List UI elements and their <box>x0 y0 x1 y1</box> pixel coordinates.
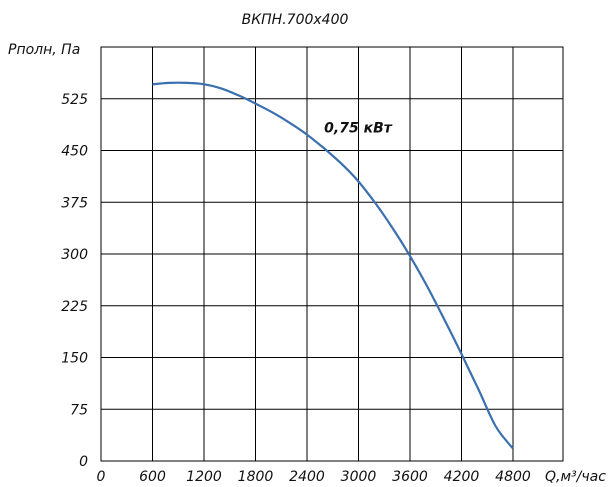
y-tick-label: 0 <box>79 454 88 470</box>
y-tick-label: 300 <box>61 247 88 263</box>
performance-curve <box>152 81 514 450</box>
y-tick-label: 375 <box>61 195 88 211</box>
chart-title: ВКПН.700х400 <box>242 12 349 28</box>
y-tick-labels: 0 75 150 225 300 375 450 525 <box>61 92 88 470</box>
x-tick-label: 1200 <box>186 469 222 485</box>
x-tick-label: 1800 <box>238 469 274 485</box>
y-tick-label: 450 <box>61 144 88 160</box>
x-tick-label: 2400 <box>289 469 325 485</box>
grid <box>101 47 563 461</box>
y-axis-title: Pполн, Па <box>8 42 80 58</box>
x-tick-label: 3600 <box>392 469 428 485</box>
x-tick-label: 0 <box>97 469 106 485</box>
x-tick-labels: 0 600 1200 1800 2400 3000 3600 4200 4800 <box>97 469 531 485</box>
x-tick-label: 4200 <box>444 469 480 485</box>
plot-frame <box>100 46 564 462</box>
power-annotation: 0,75 кВт <box>324 121 393 137</box>
x-tick-label: 4800 <box>495 469 531 485</box>
y-tick-label: 225 <box>61 299 88 315</box>
y-tick-label: 150 <box>61 351 88 367</box>
y-tick-label: 75 <box>70 402 88 418</box>
x-axis-title: Q,м³/час <box>545 469 606 485</box>
x-tick-label: 600 <box>139 469 166 485</box>
x-tick-label: 3000 <box>341 469 377 485</box>
y-tick-label: 525 <box>61 92 88 108</box>
